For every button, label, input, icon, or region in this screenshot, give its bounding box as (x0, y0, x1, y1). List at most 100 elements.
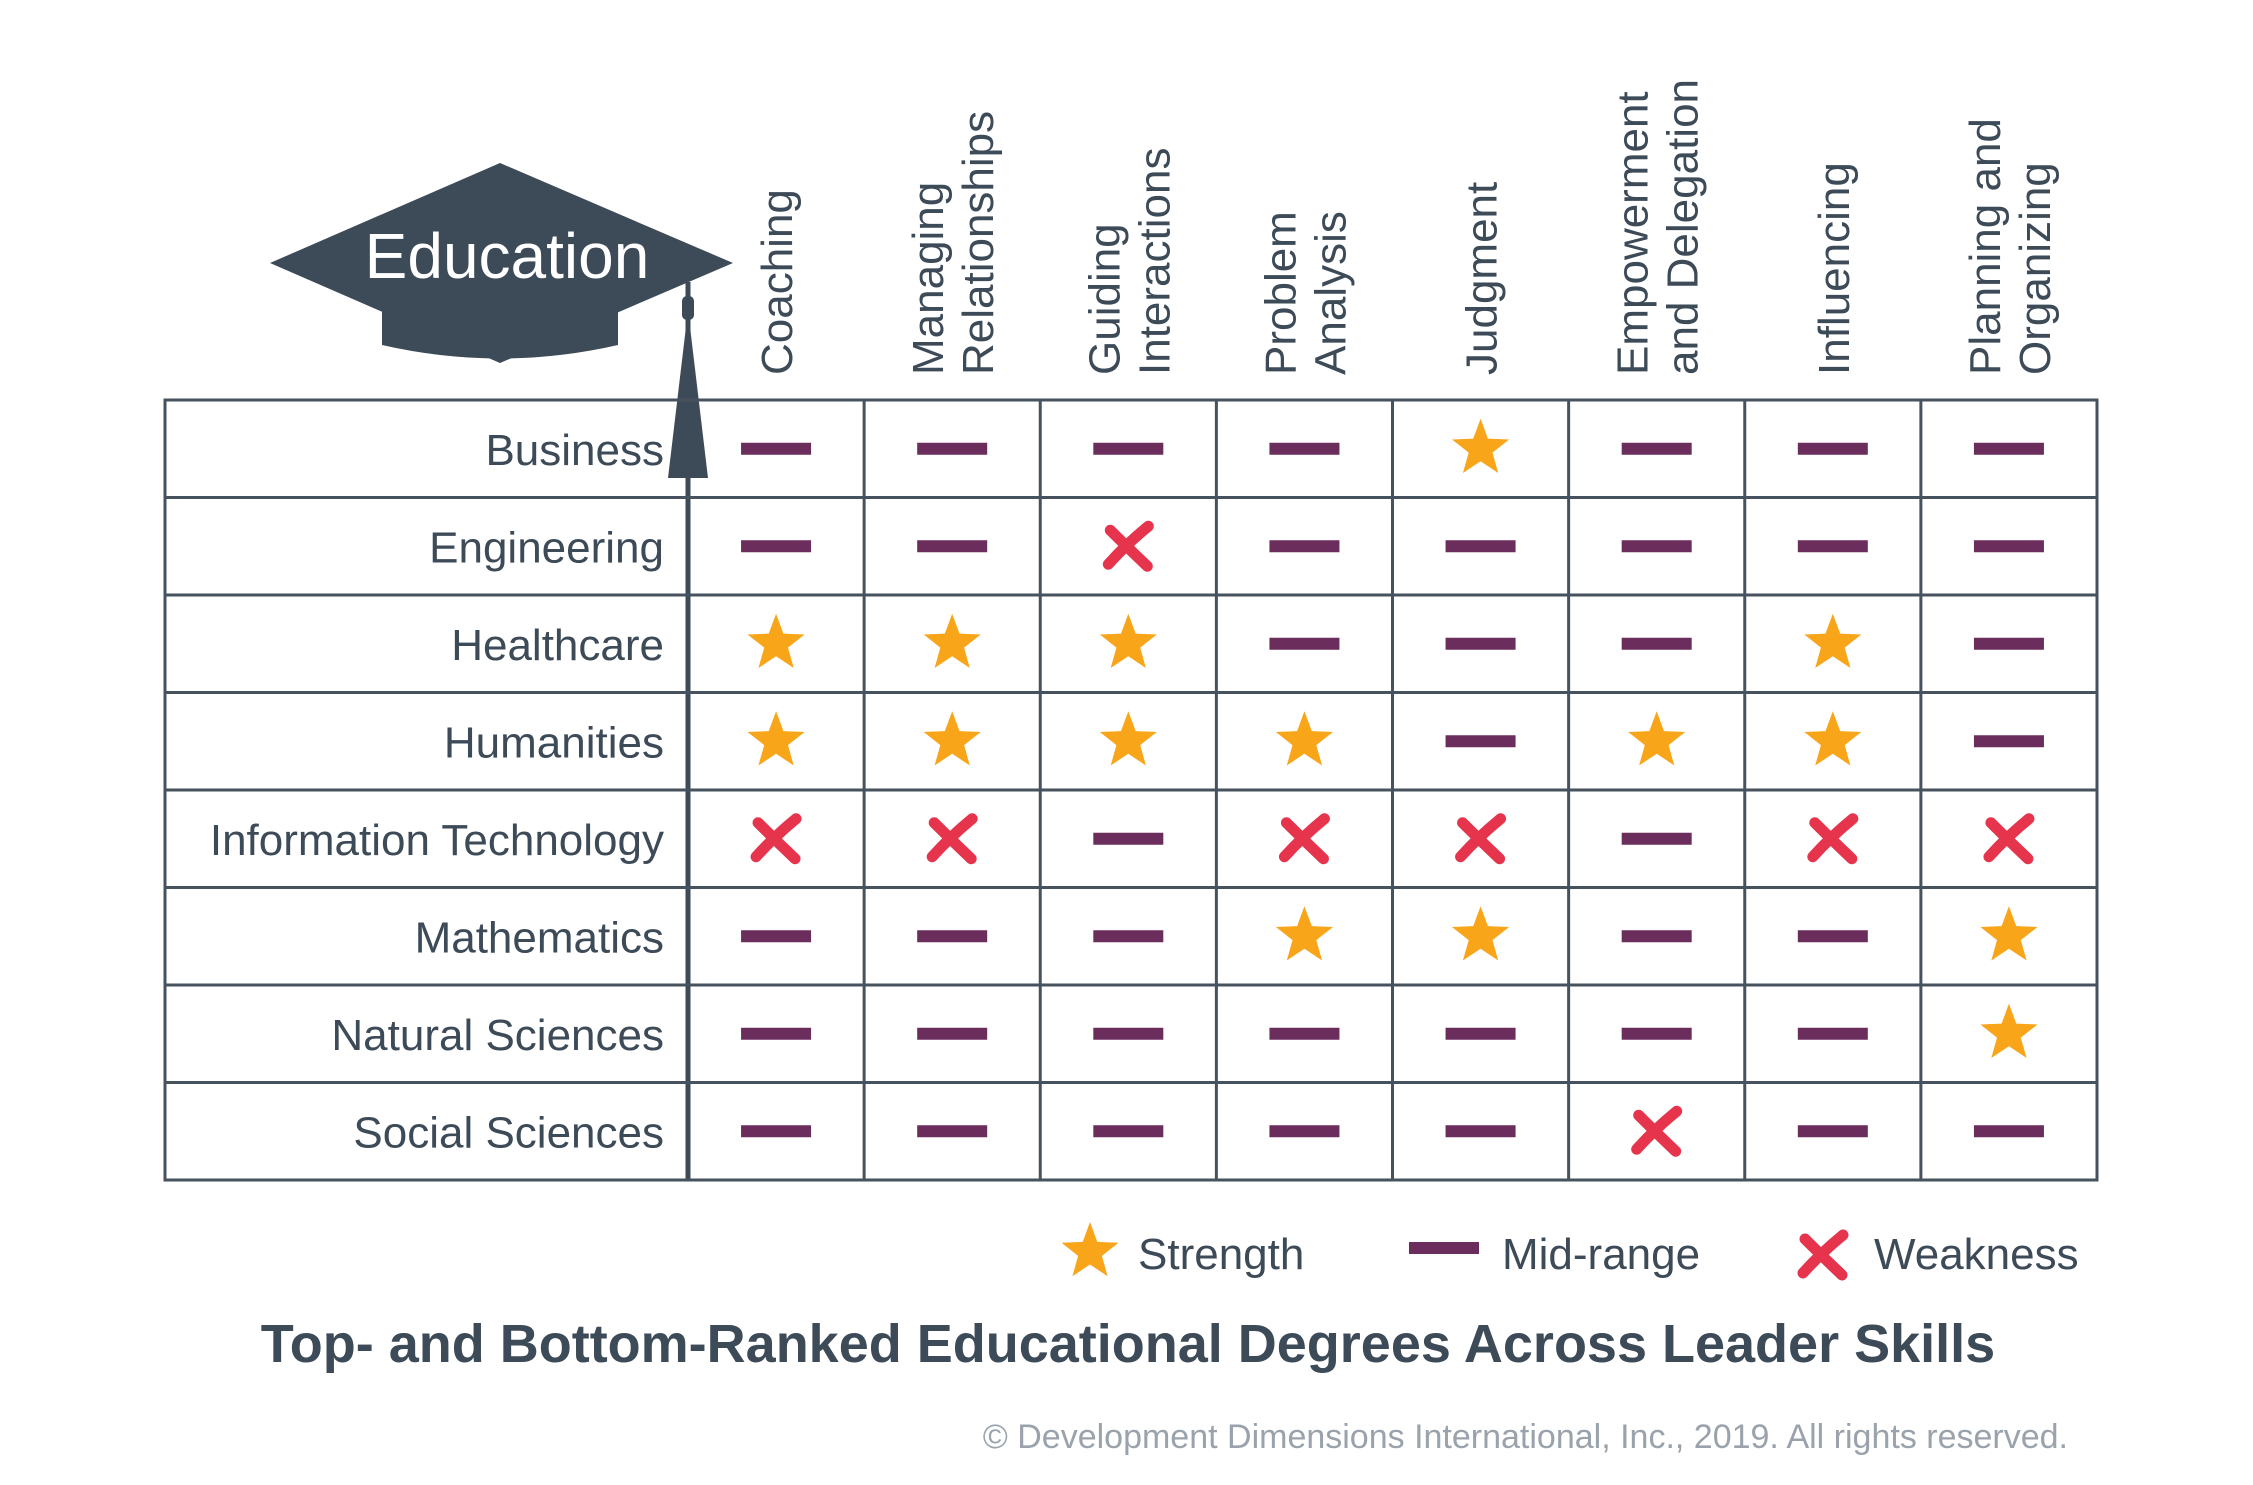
rating-marks (741, 418, 2044, 1157)
column-header: Judgment (1458, 182, 1507, 375)
mid-range-dash (1269, 1027, 1340, 1040)
mid-range-dash (1973, 1125, 2044, 1138)
mid-range-dash (1621, 637, 1692, 650)
legend-dash-icon (1409, 1242, 1479, 1254)
mid-range-dash (1445, 735, 1516, 748)
column-header: Analysis (1306, 211, 1355, 375)
legend-cross-icon (1797, 1229, 1849, 1281)
mid-range-dash (917, 1125, 988, 1138)
strength-star (747, 711, 805, 766)
column-header: and Delegation (1659, 79, 1708, 375)
legend-weakness-label: Weakness (1874, 1230, 2079, 1279)
legend-strength-label: Strength (1138, 1230, 1304, 1279)
mid-range-dash (1093, 1027, 1164, 1040)
weakness-cross (1102, 520, 1154, 572)
cap-tassel (668, 310, 708, 478)
column-header: Organizing (2011, 162, 2060, 375)
mid-range-dash (1445, 1027, 1516, 1040)
column-header: Empowerment (1609, 91, 1658, 375)
mid-range-dash (1621, 540, 1692, 553)
row-header: Engineering (429, 523, 664, 572)
column-header: Guiding (1080, 223, 1129, 375)
mid-range-dash (1269, 442, 1340, 455)
legend-star (1061, 1222, 1119, 1277)
mid-range-dash (917, 930, 988, 943)
strength-star (1275, 906, 1333, 961)
strength-star (1980, 1003, 2038, 1058)
row-header: Social Sciences (353, 1108, 664, 1157)
strength-star (923, 613, 981, 668)
column-header: Coaching (753, 189, 802, 375)
mid-range-dash (1269, 540, 1340, 553)
legend-mid-label: Mid-range (1502, 1230, 1700, 1279)
column-header: Managing (904, 182, 953, 375)
row-header: Information Technology (210, 816, 664, 865)
strength-star (1804, 613, 1862, 668)
mid-range-dash (1973, 637, 2044, 650)
strength-star (1628, 711, 1686, 766)
weakness-cross (1983, 813, 2035, 865)
mid-range-dash (741, 1027, 812, 1040)
mid-range-dash (741, 1125, 812, 1138)
weakness-cross (1455, 813, 1507, 865)
strength-star (1452, 906, 1510, 961)
mid-range-dash (917, 442, 988, 455)
mid-range-dash (917, 1027, 988, 1040)
row-headers: Business Engineering Healthcare Humanities I… (210, 426, 664, 1158)
weakness-cross (1278, 813, 1330, 865)
strength-star (747, 613, 805, 668)
mid-range-dash (741, 442, 812, 455)
column-header: Relationships (954, 111, 1003, 375)
legend: Strength Mid-range Weakness (1061, 1222, 2079, 1281)
mid-range-dash (1797, 930, 1868, 943)
mid-range-dash (1797, 1125, 1868, 1138)
mid-range-dash (1093, 832, 1164, 845)
copyright-notice: © Development Dimensions International, … (983, 1418, 2068, 1456)
cap-tassel-knot (682, 296, 694, 320)
mid-range-dash (1973, 540, 2044, 553)
mid-range-dash (1445, 637, 1516, 650)
mid-range-dash (1621, 1027, 1692, 1040)
weakness-cross (926, 813, 978, 865)
strength-star (1099, 711, 1157, 766)
column-header: Problem (1256, 211, 1305, 375)
row-header: Business (485, 426, 664, 475)
graduation-cap-icon (270, 163, 733, 1180)
mid-range-dash (1093, 930, 1164, 943)
strength-star (1452, 418, 1510, 473)
row-header: Natural Sciences (331, 1011, 664, 1060)
column-header: Planning and (1961, 118, 2010, 375)
strength-star (1804, 711, 1862, 766)
strength-star (1980, 906, 2038, 961)
row-header: Healthcare (451, 621, 664, 670)
legend-cross (1797, 1229, 1849, 1281)
strength-star (1099, 613, 1157, 668)
mid-range-dash (1973, 735, 2044, 748)
mid-range-dash (1269, 637, 1340, 650)
mid-range-dash (1093, 1125, 1164, 1138)
mid-range-dash (1093, 442, 1164, 455)
weakness-cross (1807, 813, 1859, 865)
strength-star (1275, 711, 1333, 766)
mid-range-dash (1621, 832, 1692, 845)
legend-star-icon (1061, 1222, 1119, 1277)
weakness-cross (750, 813, 802, 865)
column-headers: Coaching Managing Relationships Guiding Inte… (753, 79, 2060, 375)
row-header: Mathematics (415, 913, 664, 962)
mid-range-dash (1621, 442, 1692, 455)
strength-star (923, 711, 981, 766)
chart-title: Top- and Bottom-Ranked Educational Degre… (261, 1314, 1995, 1374)
mid-range-dash (1797, 442, 1868, 455)
cap-crown (382, 310, 618, 359)
legend-dash (1409, 1242, 1479, 1254)
row-header: Humanities (444, 718, 664, 767)
mid-range-dash (1445, 540, 1516, 553)
mid-range-dash (1269, 1125, 1340, 1138)
mid-range-dash (1973, 442, 2044, 455)
mid-range-dash (1797, 1027, 1868, 1040)
mid-range-dash (1797, 540, 1868, 553)
mid-range-dash (741, 540, 812, 553)
cap-label: Education (365, 220, 650, 292)
mid-range-dash (741, 930, 812, 943)
